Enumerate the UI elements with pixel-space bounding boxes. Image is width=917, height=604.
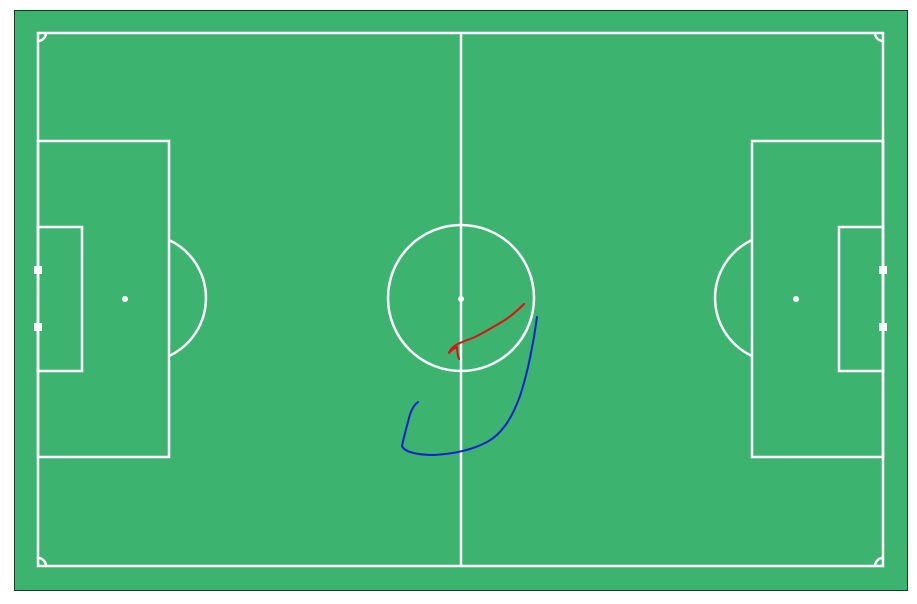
pitch-spots <box>122 296 799 302</box>
center-spot <box>458 296 464 302</box>
pitch-markings <box>36 31 885 568</box>
right-goal-post-top <box>879 266 887 274</box>
drawing-layer[interactable] <box>401 303 538 456</box>
corner-arc-bottom-right <box>873 556 884 567</box>
left-goal-post-bottom <box>34 323 42 331</box>
left-goal-area <box>36 225 84 373</box>
right-goal-post-bottom <box>879 323 887 331</box>
left-penalty-spot <box>122 296 128 302</box>
left-penalty-arc <box>168 238 208 358</box>
corner-arc-bottom-left <box>37 556 48 567</box>
corner-arc-top-left <box>37 32 48 43</box>
red-stroke[interactable] <box>448 303 525 360</box>
right-goal-area <box>837 225 885 373</box>
right-penalty-arc <box>713 238 753 358</box>
corner-arc-top-right <box>873 32 884 43</box>
center-circle <box>386 223 536 373</box>
right-penalty-spot <box>793 296 799 302</box>
goal-posts <box>34 266 887 331</box>
blue-stroke[interactable] <box>401 316 538 456</box>
left-goal-post-top <box>34 266 42 274</box>
